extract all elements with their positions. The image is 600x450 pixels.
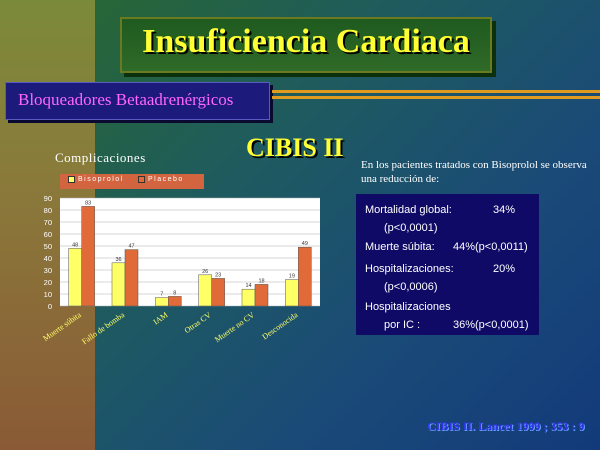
- title-banner: Insuficiencia Cardiaca: [120, 17, 492, 73]
- stat-mortalidad-label: Mortalidad global:: [365, 204, 452, 216]
- y-tick-label: 90: [44, 194, 52, 203]
- bar-data-label: 19: [289, 274, 295, 280]
- bar-data-label: 83: [85, 200, 91, 206]
- stat-hosp-label: Hospitalizaciones:: [365, 263, 454, 275]
- y-tick-label: 0: [48, 302, 52, 311]
- bar-placebo-0: [81, 206, 95, 307]
- bar-placebo-4: [254, 284, 269, 307]
- y-tick-label: 50: [44, 242, 52, 251]
- stat-muerte-subita-label: Muerte súbita:: [365, 241, 435, 253]
- study-note: En los pacientes tratados con Bisoprolol…: [361, 159, 587, 185]
- bar-bisoprolol-1: [111, 262, 126, 307]
- chart-plot-area: [60, 198, 320, 306]
- stat-muerte-subita-value: 44%(p<0,0011): [453, 241, 528, 253]
- bar-data-label: 26: [202, 269, 208, 275]
- chart-heading: Complicaciones: [55, 150, 146, 165]
- y-tick-label: 80: [44, 206, 52, 215]
- bar-data-label: 23: [215, 272, 221, 278]
- bar-data-label: 7: [160, 292, 163, 298]
- stat-mortalidad-p: (p<0,0001): [384, 222, 438, 234]
- bar-data-label: 48: [72, 242, 78, 248]
- study-title: CIBIS II: [246, 133, 344, 162]
- y-tick-label: 30: [44, 266, 52, 275]
- y-tick-label: 10: [44, 290, 52, 299]
- legend-item-bisoprolol: Bisoprolol: [68, 176, 124, 183]
- reference-citation: CIBIS II. Lancet 1999 ; 353 : 9: [427, 419, 585, 433]
- legend-item-placebo: Placebo: [138, 176, 184, 183]
- orange-rule-top: [272, 90, 600, 93]
- bar-placebo-2: [168, 296, 182, 307]
- y-tick-label: 20: [44, 278, 52, 287]
- stat-hosp-ic-value: 36%(p<0,0001): [453, 319, 529, 331]
- bar-bisoprolol-3: [198, 274, 212, 307]
- bar-data-label: 49: [302, 241, 308, 247]
- y-tick-label: 70: [44, 218, 52, 227]
- stat-hosp-p: (p<0,0006): [384, 281, 438, 293]
- subtitle-banner: Bloqueadores Betaadrenérgicos: [5, 82, 270, 120]
- orange-rule-bottom: [272, 96, 600, 99]
- y-tick-label: 40: [44, 254, 52, 263]
- bar-bisoprolol-2: [155, 297, 169, 307]
- bar-bisoprolol-5: [285, 279, 299, 307]
- bar-data-label: 47: [128, 244, 134, 250]
- legend-label-placebo: Placebo: [148, 176, 184, 183]
- category-label: Muerte súbita: [41, 310, 83, 343]
- slide-subtitle: Bloqueadores Betaadrenérgicos: [18, 90, 234, 109]
- category-label: Muerte no CV: [213, 310, 256, 344]
- bar-placebo-3: [211, 278, 225, 307]
- bar-bisoprolol-4: [241, 288, 256, 307]
- y-tick-label: 60: [44, 230, 52, 239]
- bar-data-label: 36: [115, 257, 121, 263]
- bar-bisoprolol-0: [68, 248, 82, 307]
- bar-data-label: 8: [173, 290, 176, 296]
- bar-placebo-5: [298, 246, 312, 307]
- complications-bar-chart: 0 10 20 30 40 50 60 70 80 90 48 83 Muerte súbita 36 47…: [41, 194, 320, 346]
- stats-box: Mortalidad global: 34% (p<0,0001) Muerte…: [356, 194, 539, 335]
- legend-swatch-placebo: [138, 176, 145, 183]
- slide-title: Insuficiencia Cardiaca: [142, 23, 470, 60]
- stat-hosp-ic-sub: por IC :: [384, 319, 421, 331]
- legend-swatch-bisoprolol: [68, 176, 75, 183]
- legend-label-bisoprolol: Bisoprolol: [78, 176, 124, 183]
- category-label: Fallo de bomba: [80, 310, 126, 346]
- stat-hosp-ic-label: Hospitalizaciones: [365, 301, 451, 313]
- stat-hosp-value: 20%: [493, 263, 516, 275]
- bar-data-label: 14: [245, 283, 251, 289]
- stat-mortalidad-value: 34%: [493, 204, 516, 216]
- bar-data-label: 18: [258, 278, 264, 284]
- bar-placebo-1: [124, 249, 139, 307]
- category-label: Otras CV: [183, 310, 213, 335]
- chart-legend: Bisoprolol Placebo: [60, 174, 204, 189]
- category-label: IAM: [152, 310, 170, 326]
- category-label: Desconocida: [260, 310, 299, 341]
